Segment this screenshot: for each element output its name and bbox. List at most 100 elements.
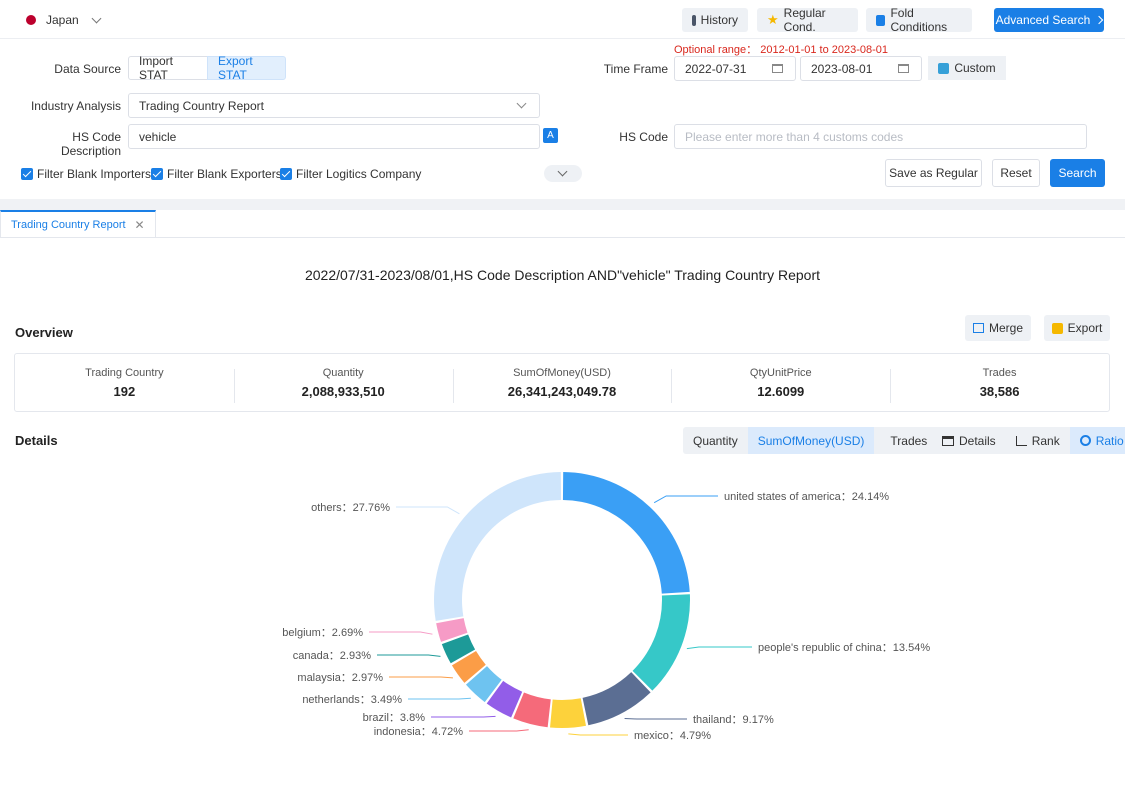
custom-range-button[interactable]: Custom (928, 56, 1006, 80)
search-button[interactable]: Search (1050, 159, 1105, 187)
japan-flag-icon (26, 15, 36, 25)
donut-slice[interactable] (434, 472, 562, 621)
donut-slice[interactable] (550, 698, 586, 728)
hs-code-input[interactable]: Please enter more than 4 customs codes (674, 124, 1087, 149)
donut-slice-label: thailand：9.17% (693, 714, 774, 726)
chevron-down-icon (91, 13, 102, 23)
merge-button[interactable]: Merge (965, 315, 1031, 341)
donut-slice[interactable] (632, 594, 690, 691)
filter-blank-importers-checkbox[interactable]: Filter Blank Importers (21, 167, 151, 181)
industry-analysis-label: Industry Analysis (30, 99, 121, 113)
history-icon (692, 14, 696, 26)
donut-slice-label: netherlands：3.49% (302, 694, 402, 706)
report-panel: Trading Country Report ✕ 2022/07/31-2023… (0, 210, 1125, 785)
donut-leader-line (469, 729, 529, 732)
view-tabs: Details Rank Ratio (932, 427, 1125, 454)
donut-leader-line (653, 495, 718, 504)
calendar-icon (772, 64, 783, 73)
view-tab-details[interactable]: Details (932, 427, 1006, 454)
stat-quantity: Quantity 2,088,933,510 (233, 367, 453, 403)
filter-logistics-company-checkbox[interactable]: Filter Logitics Company (280, 167, 421, 181)
import-stat-toggle[interactable]: Import STAT (128, 54, 208, 82)
save-as-regular-button[interactable]: Save as Regular (885, 159, 982, 187)
view-tab-rank[interactable]: Rank (1006, 427, 1070, 454)
stat-trading-country: Trading Country 192 (85, 366, 164, 399)
bar-chart-icon (1015, 435, 1027, 446)
advanced-search-button[interactable]: Advanced Search (994, 8, 1104, 32)
star-icon: ★ (767, 12, 779, 27)
donut-slice-label: canada：2.93% (293, 650, 371, 662)
time-frame-label: Time Frame (603, 62, 668, 76)
donut-slice[interactable] (486, 680, 523, 718)
translate-icon[interactable]: A (543, 128, 558, 143)
custom-icon (938, 62, 950, 74)
date-from-input[interactable]: 2022-07-31 (674, 56, 796, 81)
metric-tab-trades[interactable]: Trades (890, 433, 928, 448)
donut-slice[interactable] (465, 666, 502, 703)
donut-slice[interactable] (451, 651, 486, 683)
donut-leader-line (686, 646, 752, 650)
top-bar: Japan History ★ Regular Cond. Fold Condi… (0, 0, 1125, 39)
overview-stats: Trading Country 192 Quantity 2,088,933,5… (14, 353, 1110, 412)
industry-analysis-select[interactable]: Trading Country Report (128, 93, 540, 118)
export-icon (1051, 322, 1063, 334)
donut-slice[interactable] (582, 672, 651, 726)
fold-conditions-button[interactable]: Fold Conditions (866, 6, 972, 34)
stat-sum-of-money: SumOfMoney(USD) 26,341,243,049.78 (452, 367, 672, 403)
hs-code-description-label: HS Code Description (60, 130, 121, 158)
ratio-donut-chart: united states of america：24.14% people's … (282, 472, 930, 742)
table-icon (942, 435, 954, 446)
donut-slice[interactable] (436, 618, 468, 642)
checkbox-checked-icon (280, 168, 292, 180)
chevron-right-icon (1095, 15, 1104, 25)
donut-slice-label: others：27.76% (311, 502, 390, 514)
fold-icon (876, 14, 886, 26)
filter-blank-exporters-checkbox[interactable]: Filter Blank Exporters (151, 167, 282, 181)
donut-leader-line (408, 697, 471, 700)
export-stat-toggle[interactable]: Export STAT (207, 54, 286, 82)
donut-leader-line (624, 717, 687, 720)
history-button[interactable]: History (682, 8, 748, 32)
report-title: 2022/07/31-2023/08/01,HS Code Descriptio… (304, 267, 820, 283)
donut-slice-label: united states of america：24.14% (724, 491, 889, 503)
tab-divider (0, 237, 1125, 238)
pie-chart-icon (1079, 435, 1091, 446)
donut-leader-line (568, 733, 628, 736)
donut-leader-line (377, 654, 441, 657)
metric-tab-sum-of-money[interactable]: SumOfMoney(USD) (747, 427, 875, 454)
details-title: Details (15, 433, 58, 448)
donut-slice-label: belgium：2.69% (282, 627, 363, 639)
donut-leader-line (396, 506, 460, 515)
expand-filters-toggle[interactable] (544, 165, 582, 182)
regular-cond-button[interactable]: ★ Regular Cond. (757, 6, 858, 34)
chevron-down-icon (516, 98, 527, 109)
date-to-input[interactable]: 2023-08-01 (800, 56, 922, 81)
donut-slice-label: indonesia：4.72% (374, 726, 464, 738)
metric-tab-quantity[interactable]: Quantity (693, 433, 738, 448)
donut-slice[interactable] (441, 634, 476, 664)
donut-slice-label: mexico：4.79% (634, 730, 711, 742)
donut-leader-line (389, 676, 453, 679)
export-button[interactable]: Export (1044, 315, 1110, 341)
donut-leader-line (431, 715, 496, 718)
data-source-label: Data Source (54, 62, 121, 76)
hs-code-label: HS Code (619, 130, 668, 144)
donut-slice[interactable] (562, 472, 690, 594)
merge-icon (972, 323, 984, 333)
view-tab-ratio[interactable]: Ratio (1069, 427, 1125, 454)
close-icon[interactable]: ✕ (134, 217, 145, 232)
hs-code-description-input[interactable]: vehicle (128, 124, 540, 149)
stat-trades: Trades 38,586 (890, 367, 1109, 403)
optional-range-note: Optional range： 2012-01-01 to 2023-08-01 (674, 44, 889, 56)
checkbox-checked-icon (151, 168, 163, 180)
metric-tabs: Quantity SumOfMoney(USD) Trades (683, 427, 944, 454)
donut-leader-line (369, 631, 433, 635)
country-selector[interactable]: Japan (26, 13, 102, 27)
reset-button[interactable]: Reset (992, 159, 1040, 187)
stat-qty-unit-price: QtyUnitPrice 12.6099 (671, 367, 890, 403)
filter-panel: Data Source Import STAT Export STAT Opti… (0, 39, 1125, 199)
tab-trading-country-report[interactable]: Trading Country Report ✕ (0, 210, 156, 237)
donut-slice-label: people's republic of china：13.54% (758, 642, 930, 654)
calendar-icon (898, 64, 909, 73)
donut-slice[interactable] (513, 692, 551, 728)
